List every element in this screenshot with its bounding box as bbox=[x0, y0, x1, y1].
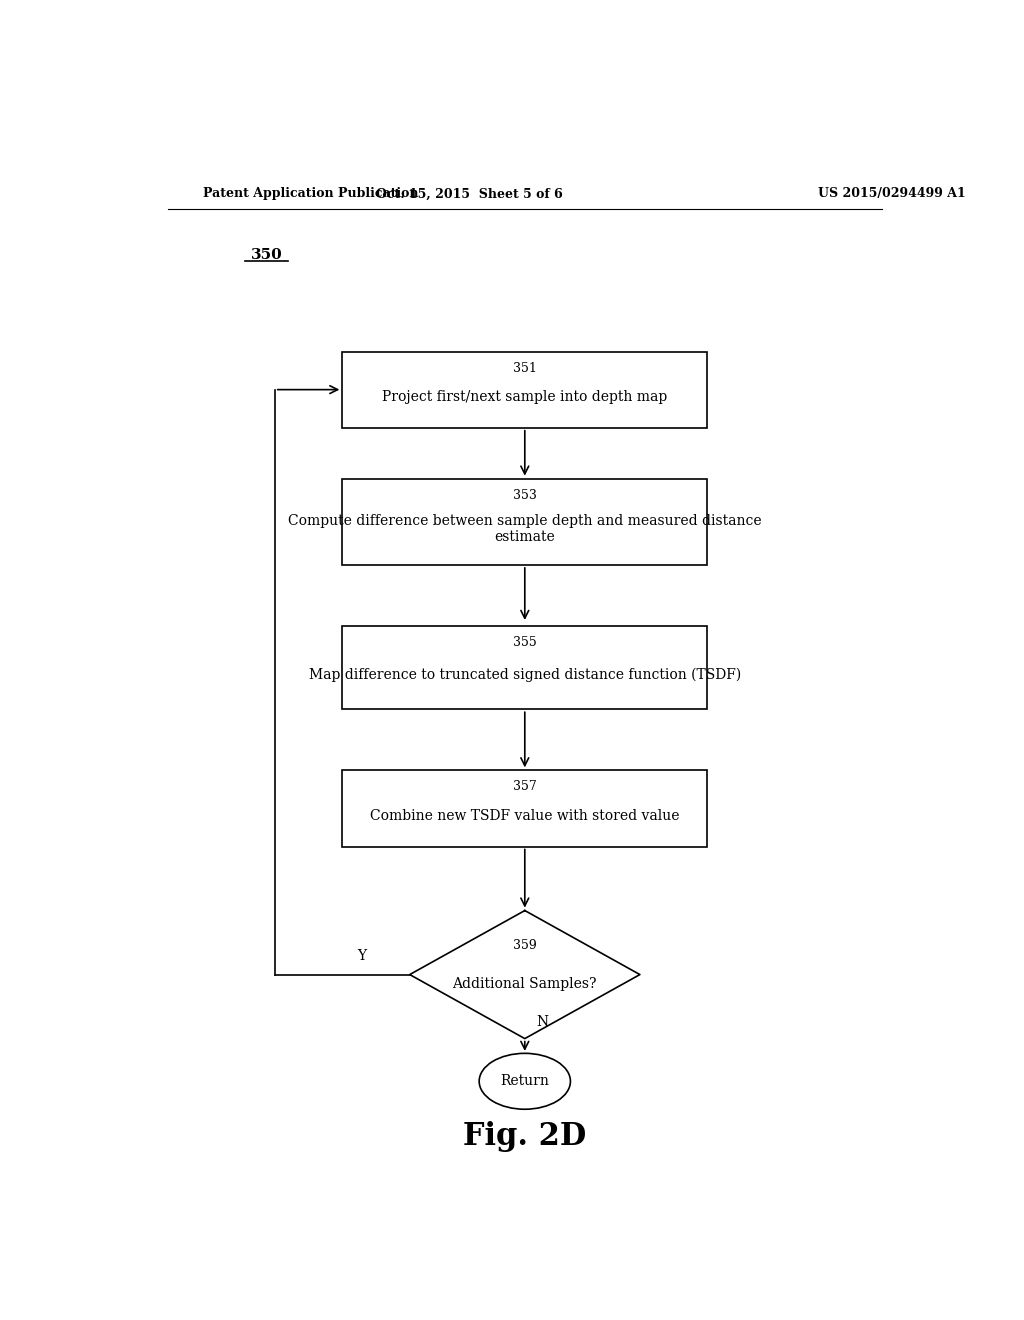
Text: 357: 357 bbox=[513, 780, 537, 793]
FancyBboxPatch shape bbox=[342, 771, 708, 846]
Text: Y: Y bbox=[357, 949, 367, 964]
Text: 353: 353 bbox=[513, 488, 537, 502]
Text: 350: 350 bbox=[251, 248, 283, 261]
FancyBboxPatch shape bbox=[342, 351, 708, 428]
Text: Compute difference between sample depth and measured distance
estimate: Compute difference between sample depth … bbox=[288, 513, 762, 544]
Text: 359: 359 bbox=[513, 940, 537, 952]
Text: Combine new TSDF value with stored value: Combine new TSDF value with stored value bbox=[370, 809, 680, 822]
Text: 351: 351 bbox=[513, 362, 537, 375]
Text: Oct. 15, 2015  Sheet 5 of 6: Oct. 15, 2015 Sheet 5 of 6 bbox=[376, 187, 562, 201]
Text: Patent Application Publication: Patent Application Publication bbox=[204, 187, 419, 201]
FancyBboxPatch shape bbox=[342, 479, 708, 565]
Text: Map difference to truncated signed distance function (TSDF): Map difference to truncated signed dista… bbox=[308, 668, 741, 682]
Ellipse shape bbox=[479, 1053, 570, 1109]
Text: Fig. 2D: Fig. 2D bbox=[463, 1121, 587, 1151]
Text: Additional Samples?: Additional Samples? bbox=[453, 977, 597, 991]
Text: Project first/next sample into depth map: Project first/next sample into depth map bbox=[382, 389, 668, 404]
Text: 355: 355 bbox=[513, 636, 537, 649]
FancyBboxPatch shape bbox=[342, 626, 708, 709]
Text: US 2015/0294499 A1: US 2015/0294499 A1 bbox=[818, 187, 967, 201]
Text: Return: Return bbox=[501, 1074, 549, 1088]
Text: N: N bbox=[537, 1015, 548, 1030]
